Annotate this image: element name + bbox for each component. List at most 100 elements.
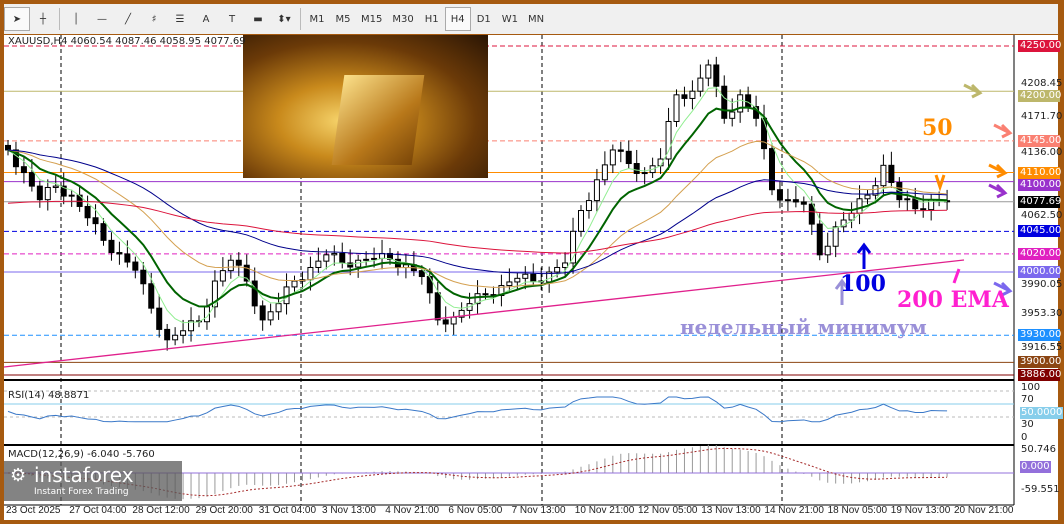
time-tick: 10 Nov 21:00 (574, 505, 635, 516)
candle (912, 198, 919, 210)
annotation-arrow (988, 163, 1008, 179)
candle (514, 277, 521, 283)
timeframe-mn[interactable]: MN (527, 13, 545, 25)
timeframe-m30[interactable]: M30 (392, 13, 414, 25)
candle (689, 90, 696, 99)
candle (729, 111, 736, 119)
candle (625, 150, 632, 165)
text-tool[interactable]: A (193, 7, 219, 31)
time-tick: 18 Nov 05:00 (827, 505, 888, 516)
indicator-tick: 30 (1021, 419, 1034, 431)
candle (665, 120, 672, 160)
candle (617, 149, 624, 152)
cursor-tool[interactable]: ➤ (4, 7, 30, 31)
chart-canvas[interactable] (4, 35, 1058, 520)
candle (633, 163, 640, 174)
candle (371, 257, 378, 260)
time-tick: 13 Nov 13:00 (701, 505, 761, 516)
candle (315, 260, 322, 268)
candle (418, 270, 425, 278)
vertical-line-tool[interactable]: │ (63, 7, 89, 31)
level-label: 4100.00 (1018, 179, 1062, 192)
crosshair-tool[interactable]: ┼ (30, 7, 56, 31)
candle (570, 230, 577, 264)
time-tick: 20 Nov 21:00 (954, 505, 1014, 516)
candle (713, 64, 720, 87)
text-icon: A (202, 13, 210, 25)
vertical-line-icon: │ (72, 13, 80, 25)
candle (36, 185, 43, 201)
candle (108, 239, 115, 254)
candle (585, 200, 592, 212)
candle (52, 185, 59, 188)
candle (458, 309, 465, 318)
candle (307, 266, 314, 281)
timeframe-h4[interactable]: H4 (444, 7, 471, 31)
candle (530, 273, 537, 282)
more-shapes-tool[interactable]: ⬍▾ (271, 7, 297, 31)
candle (769, 148, 775, 191)
fibo-fan-tool[interactable]: ☰ (167, 7, 193, 31)
text-label-tool[interactable]: T (219, 7, 245, 31)
candle (609, 149, 616, 166)
candle (227, 259, 234, 272)
price-tick: 4136.00 (1021, 147, 1063, 159)
candle (641, 172, 648, 175)
price-tick: 4208.45 (1021, 77, 1063, 89)
level-label: 4000.00 (1018, 266, 1062, 278)
candle (474, 293, 481, 305)
time-tick: 29 Oct 20:00 (195, 505, 253, 516)
candle (816, 223, 823, 256)
candle (323, 254, 330, 262)
candle (235, 259, 242, 266)
annotation-arrow (834, 278, 850, 305)
candle (737, 94, 744, 113)
timeframe-h1[interactable]: H1 (424, 13, 439, 25)
candle (745, 94, 752, 108)
indicator-tick: -59.551 (1021, 484, 1060, 495)
gear-logo-icon: ⚙ (10, 465, 27, 486)
annotation-arrow (952, 268, 961, 284)
candle (5, 144, 11, 151)
candle (148, 283, 155, 309)
timeframe-m1[interactable]: M1 (309, 13, 325, 25)
ema50-annotation: 50 (922, 115, 953, 141)
ema-fast-line (7, 87, 948, 324)
ema200-annotation: 200 EMA (897, 287, 1009, 313)
level-label: 3900.00 (1018, 356, 1062, 369)
candle (888, 164, 895, 184)
candle (864, 194, 871, 200)
price-tick: 3953.30 (1021, 308, 1063, 320)
candle (904, 198, 911, 201)
timeframe-w1[interactable]: W1 (501, 13, 518, 25)
rectangle-tool[interactable]: ▬ (245, 7, 271, 31)
candle (426, 276, 433, 294)
symbol-info: XAUUSD,H4 4060.54 4087.46 4058.95 4077.6… (8, 36, 246, 47)
timeframe-d1[interactable]: D1 (476, 13, 491, 25)
candle (132, 261, 139, 271)
candle (180, 330, 187, 336)
trendline-tool[interactable]: ╱ (115, 7, 141, 31)
text-label-icon: T (228, 13, 236, 25)
timeframe-m15[interactable]: M15 (361, 13, 383, 25)
fibonacci-tool[interactable]: ♯ (141, 7, 167, 31)
candle (140, 269, 147, 285)
candle (920, 208, 927, 211)
candle (880, 164, 887, 187)
candle (211, 280, 218, 308)
candle (172, 334, 179, 341)
candle (12, 149, 19, 168)
indicator-tick: 0.000 (1020, 461, 1051, 473)
candle (331, 252, 338, 256)
level-label: 4110.00 (1018, 166, 1062, 179)
chart-window[interactable]: XAUUSD,H4 4060.54 4087.46 4058.95 4077.6… (4, 35, 1064, 520)
annotation-arrow (934, 174, 946, 192)
candle (164, 328, 171, 341)
horizontal-line-tool[interactable]: — (89, 7, 115, 31)
time-tick: 14 Nov 21:00 (764, 505, 824, 516)
level-label: 4250.00 (1018, 40, 1062, 52)
candle (387, 252, 393, 260)
candle (856, 198, 863, 214)
time-tick: 27 Oct 04:00 (69, 505, 127, 516)
timeframe-m5[interactable]: M5 (335, 13, 351, 25)
